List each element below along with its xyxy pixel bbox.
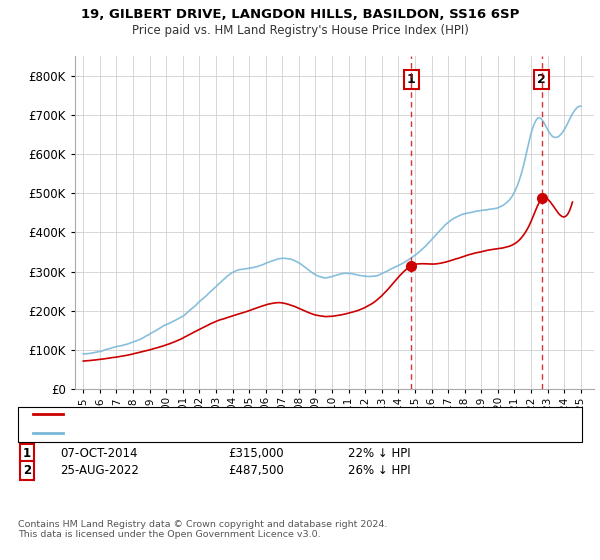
Text: HPI: Average price, detached house, Basildon: HPI: Average price, detached house, Basi…: [69, 428, 307, 438]
Text: 2: 2: [23, 464, 31, 477]
Text: 2: 2: [538, 73, 546, 86]
Text: Contains HM Land Registry data © Crown copyright and database right 2024.
This d: Contains HM Land Registry data © Crown c…: [18, 520, 388, 539]
Text: 22% ↓ HPI: 22% ↓ HPI: [348, 447, 410, 460]
Text: £315,000: £315,000: [228, 447, 284, 460]
Text: 07-OCT-2014: 07-OCT-2014: [60, 447, 137, 460]
Text: 1: 1: [23, 447, 31, 460]
Text: Price paid vs. HM Land Registry's House Price Index (HPI): Price paid vs. HM Land Registry's House …: [131, 24, 469, 37]
Text: 26% ↓ HPI: 26% ↓ HPI: [348, 464, 410, 477]
Text: 25-AUG-2022: 25-AUG-2022: [60, 464, 139, 477]
Text: 1: 1: [407, 73, 415, 86]
Text: 19, GILBERT DRIVE, LANGDON HILLS, BASILDON, SS16 6SP: 19, GILBERT DRIVE, LANGDON HILLS, BASILD…: [81, 8, 519, 21]
Text: £487,500: £487,500: [228, 464, 284, 477]
Text: 19, GILBERT DRIVE, LANGDON HILLS, BASILDON, SS16 6SP (detached house): 19, GILBERT DRIVE, LANGDON HILLS, BASILD…: [69, 409, 470, 419]
